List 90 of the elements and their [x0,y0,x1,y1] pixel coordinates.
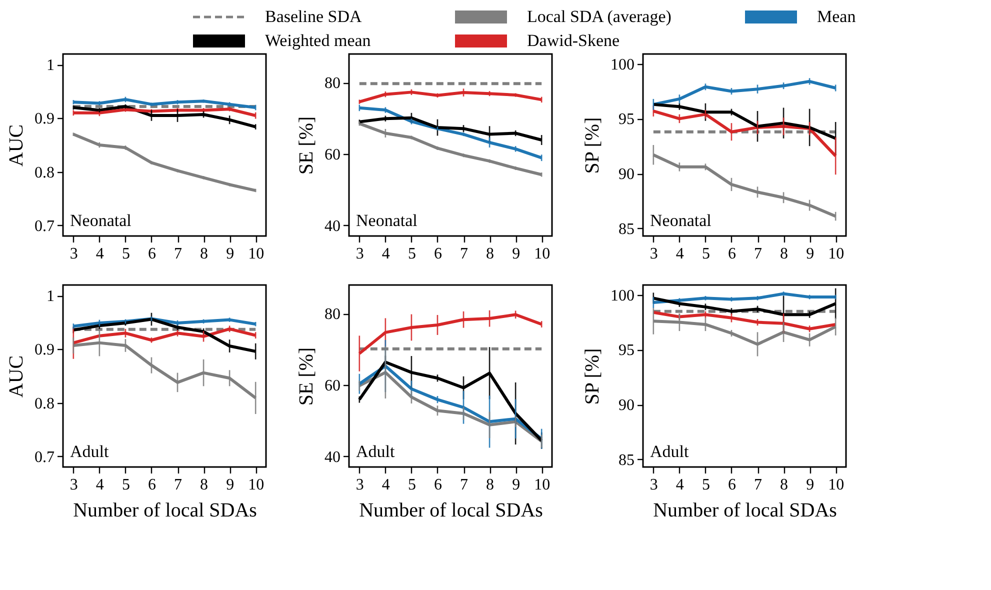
x-tick-label: 3 [70,476,78,494]
y-axis-title: SP [%] [582,117,604,174]
x-tick-label: 8 [486,476,494,494]
x-tick-label: 8 [780,246,788,262]
x-tick-label: 3 [70,246,78,262]
x-tick-label: 8 [780,476,788,494]
legend-label: Dawid-Skene [527,31,620,50]
y-axis-title: AUC [6,355,28,398]
x-tick-label: 9 [512,476,520,494]
x-tick-label: 10 [828,246,844,262]
y-tick-label: 1 [46,57,54,74]
y-tick-label: 80 [324,75,340,92]
x-axis-title: Number of local SDAs [653,500,838,522]
y-axis-title: SE [%] [296,347,318,406]
x-tick-label: 10 [248,476,264,494]
x-tick-label: 8 [200,476,208,494]
x-tick-label: 4 [676,246,684,262]
x-tick-label: 5 [122,246,130,262]
legend-label: Weighted mean [265,31,372,50]
y-tick-label: 85 [618,220,634,238]
y-tick-label: 0.7 [34,448,54,466]
x-tick-label: 8 [486,246,494,262]
x-axis-title: Number of local SDAs [359,500,544,522]
x-tick-label: 6 [148,246,156,262]
y-tick-label: 100 [610,56,634,74]
x-tick-label: 3 [650,476,658,494]
x-tick-label: 4 [96,476,104,494]
x-tick-label: 9 [512,246,520,262]
x-tick-label: 7 [754,476,762,494]
x-tick-label: 5 [408,246,416,262]
annotation: Neonatal [70,211,132,230]
y-tick-label: 100 [610,287,634,304]
x-tick-label: 4 [382,246,390,262]
x-tick-label: 10 [534,246,550,262]
annotation: Adult [650,442,689,461]
x-tick-label: 6 [728,476,736,494]
x-tick-label: 4 [676,476,684,494]
x-tick-label: 7 [174,476,182,494]
x-tick-label: 5 [702,476,710,494]
y-tick-label: 0.8 [34,164,54,182]
annotation: Adult [356,442,395,461]
legend-label: Local SDA (average) [527,7,672,26]
x-tick-label: 10 [248,246,264,262]
x-tick-label: 7 [754,246,762,262]
y-tick-label: 95 [618,342,634,360]
y-tick-label: 0.9 [34,342,54,359]
x-tick-label: 5 [702,246,710,262]
x-tick-label: 4 [96,246,104,262]
y-axis-title: AUC [6,124,28,167]
x-tick-label: 3 [356,246,364,262]
y-tick-label: 85 [618,452,634,469]
y-tick-label: 0.8 [34,395,54,412]
annotation: Neonatal [650,211,712,230]
y-tick-label: 90 [618,166,634,184]
x-tick-label: 5 [408,476,416,494]
y-tick-label: 40 [324,448,340,466]
y-tick-label: 40 [324,218,340,235]
y-tick-label: 95 [618,111,634,128]
x-tick-label: 9 [226,476,234,494]
x-tick-label: 4 [382,476,390,494]
x-tick-label: 7 [460,476,468,494]
x-tick-label: 6 [434,476,442,494]
y-tick-label: 60 [324,377,340,394]
x-tick-label: 7 [460,246,468,262]
legend-label: Mean [817,7,856,26]
y-axis-title: SE [%] [296,116,318,175]
x-tick-label: 8 [200,246,208,262]
x-tick-label: 6 [148,476,156,494]
y-tick-label: 80 [324,306,340,324]
x-tick-label: 3 [650,246,658,262]
x-tick-label: 3 [356,476,364,494]
y-tick-label: 1 [46,288,54,306]
x-tick-label: 9 [806,246,814,262]
y-tick-label: 0.9 [34,110,54,128]
legend-label: Baseline SDA [265,7,363,26]
x-tick-label: 9 [806,476,814,494]
y-tick-label: 0.7 [34,218,54,235]
y-axis-title: SP [%] [582,348,604,405]
x-tick-label: 6 [434,246,442,262]
y-tick-label: 90 [618,397,634,414]
y-tick-label: 60 [324,146,340,164]
x-axis-title: Number of local SDAs [73,500,258,522]
x-tick-label: 10 [534,476,550,494]
x-tick-label: 10 [828,476,844,494]
x-tick-label: 6 [728,246,736,262]
x-tick-label: 7 [174,246,182,262]
x-tick-label: 9 [226,246,234,262]
annotation: Adult [70,442,109,461]
annotation: Neonatal [356,211,418,230]
x-tick-label: 5 [122,476,130,494]
